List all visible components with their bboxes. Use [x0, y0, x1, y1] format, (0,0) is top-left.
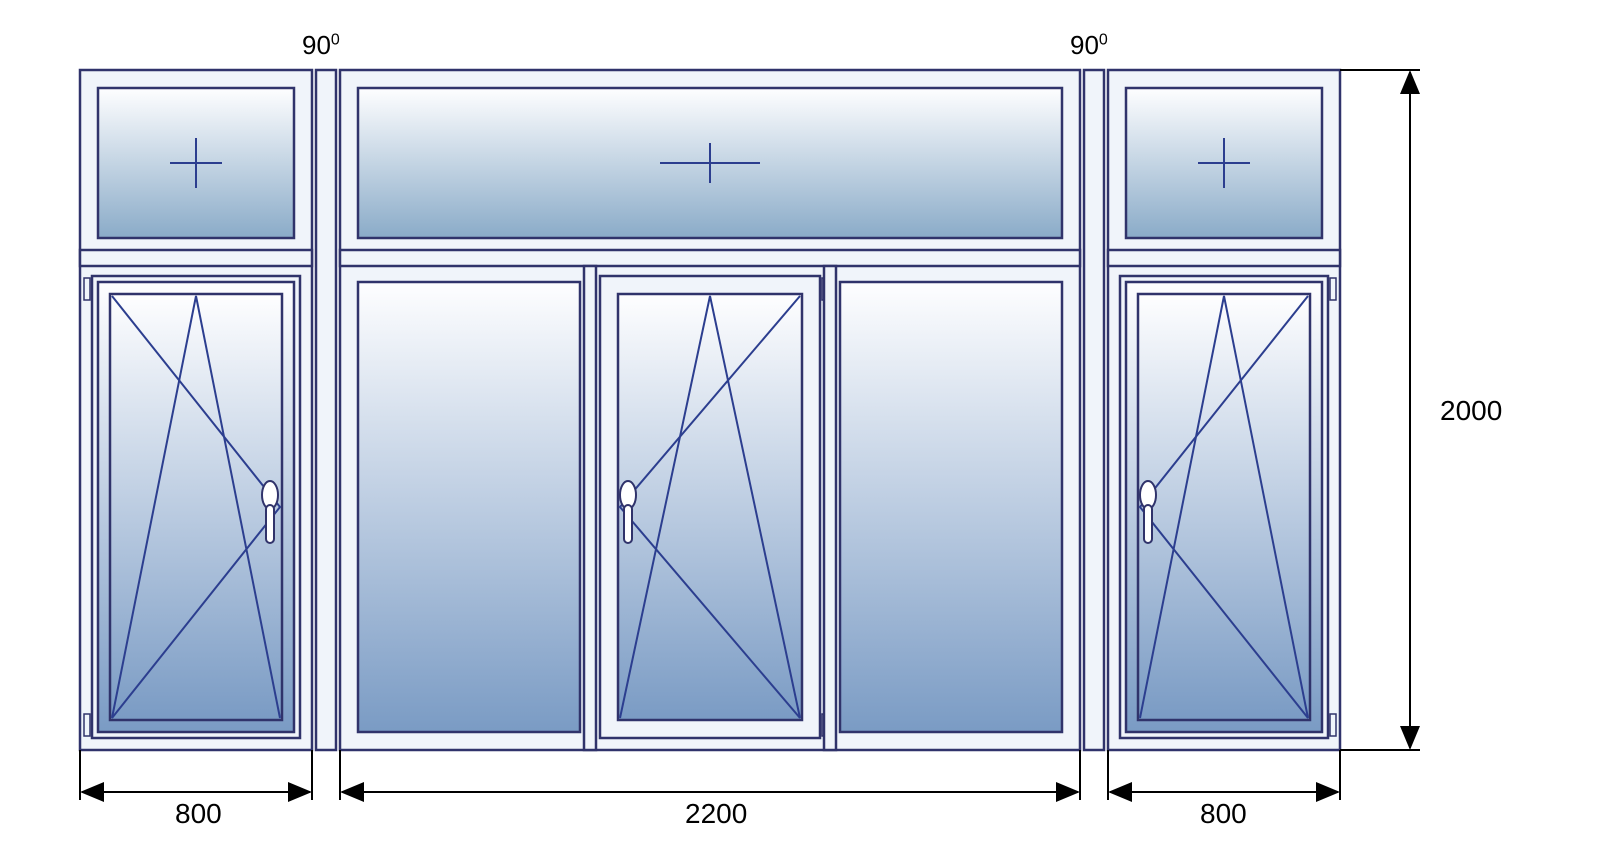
angle-right: 900 — [1070, 30, 1108, 61]
window-technical-drawing — [20, 20, 1580, 825]
section-center — [340, 70, 1080, 750]
dimension-width-left: 800 — [175, 798, 222, 830]
window-diagram-container: 800 2200 800 2000 900 900 — [20, 20, 1580, 825]
section-right — [1108, 70, 1340, 750]
dimension-width-center: 2200 — [685, 798, 747, 830]
connector-right — [1084, 70, 1104, 750]
dimension-width-right: 800 — [1200, 798, 1247, 830]
connector-left — [316, 70, 336, 750]
angle-left: 900 — [302, 30, 340, 61]
section-left — [80, 70, 312, 750]
dimension-height: 2000 — [1440, 395, 1502, 427]
